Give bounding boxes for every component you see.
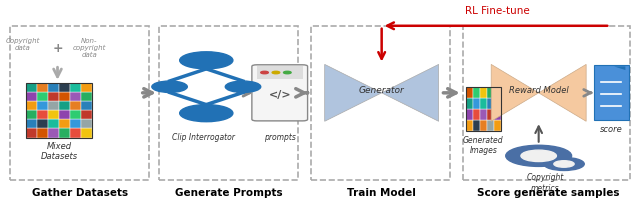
FancyBboxPatch shape	[473, 98, 480, 109]
FancyBboxPatch shape	[59, 83, 70, 92]
FancyBboxPatch shape	[70, 83, 81, 92]
Circle shape	[180, 105, 233, 122]
FancyBboxPatch shape	[48, 119, 59, 128]
FancyBboxPatch shape	[70, 119, 81, 128]
FancyBboxPatch shape	[70, 92, 81, 101]
FancyBboxPatch shape	[37, 119, 48, 128]
FancyBboxPatch shape	[480, 120, 487, 131]
FancyBboxPatch shape	[70, 128, 81, 138]
FancyBboxPatch shape	[81, 119, 92, 128]
FancyBboxPatch shape	[26, 110, 37, 119]
Polygon shape	[491, 64, 539, 121]
Circle shape	[152, 81, 188, 92]
FancyBboxPatch shape	[81, 83, 92, 92]
FancyBboxPatch shape	[480, 87, 487, 98]
Circle shape	[180, 52, 233, 69]
FancyBboxPatch shape	[37, 110, 48, 119]
FancyBboxPatch shape	[81, 101, 92, 110]
Text: Clip Interrogator: Clip Interrogator	[172, 133, 235, 143]
Text: RL Fine-tune: RL Fine-tune	[465, 6, 530, 16]
Text: Reward Model: Reward Model	[509, 86, 568, 95]
Text: Generate Prompts: Generate Prompts	[175, 188, 282, 198]
FancyBboxPatch shape	[26, 101, 37, 110]
Text: Mixed
Datasets: Mixed Datasets	[41, 142, 78, 161]
FancyBboxPatch shape	[466, 87, 473, 98]
FancyBboxPatch shape	[59, 128, 70, 138]
FancyBboxPatch shape	[466, 98, 473, 109]
FancyBboxPatch shape	[493, 87, 500, 98]
Text: Generator: Generator	[359, 86, 404, 95]
FancyBboxPatch shape	[487, 98, 493, 109]
FancyBboxPatch shape	[70, 101, 81, 110]
Circle shape	[544, 157, 584, 171]
FancyBboxPatch shape	[59, 119, 70, 128]
Text: Non-
copyright
data: Non- copyright data	[72, 38, 106, 58]
FancyBboxPatch shape	[37, 92, 48, 101]
FancyBboxPatch shape	[26, 83, 37, 92]
Text: +: +	[52, 42, 63, 55]
FancyBboxPatch shape	[81, 92, 92, 101]
FancyBboxPatch shape	[487, 87, 493, 98]
Polygon shape	[324, 64, 381, 121]
Circle shape	[284, 71, 291, 74]
FancyBboxPatch shape	[37, 101, 48, 110]
Text: prompts: prompts	[264, 133, 296, 143]
FancyBboxPatch shape	[473, 87, 480, 98]
Polygon shape	[381, 64, 438, 121]
FancyBboxPatch shape	[257, 66, 303, 79]
Text: Copyright
data: Copyright data	[6, 38, 40, 51]
FancyBboxPatch shape	[594, 65, 628, 120]
FancyBboxPatch shape	[473, 109, 480, 120]
FancyBboxPatch shape	[473, 120, 480, 131]
Circle shape	[260, 71, 268, 74]
Text: Train Model: Train Model	[348, 188, 416, 198]
FancyBboxPatch shape	[81, 128, 92, 138]
Circle shape	[506, 145, 572, 166]
FancyBboxPatch shape	[487, 109, 493, 120]
FancyBboxPatch shape	[48, 110, 59, 119]
FancyBboxPatch shape	[487, 120, 493, 131]
FancyBboxPatch shape	[493, 120, 500, 131]
FancyBboxPatch shape	[59, 110, 70, 119]
FancyBboxPatch shape	[37, 128, 48, 138]
Circle shape	[554, 161, 574, 167]
Circle shape	[225, 81, 260, 92]
Text: score: score	[600, 125, 623, 134]
FancyBboxPatch shape	[493, 109, 500, 120]
FancyBboxPatch shape	[70, 110, 81, 119]
FancyBboxPatch shape	[48, 101, 59, 110]
FancyBboxPatch shape	[466, 109, 473, 120]
Circle shape	[521, 150, 556, 162]
FancyBboxPatch shape	[48, 83, 59, 92]
Text: Gather Datasets: Gather Datasets	[31, 188, 128, 198]
Text: Copyright
metrics: Copyright metrics	[526, 173, 564, 193]
FancyBboxPatch shape	[48, 92, 59, 101]
Text: Generated
Images: Generated Images	[463, 136, 504, 155]
FancyBboxPatch shape	[81, 110, 92, 119]
FancyBboxPatch shape	[48, 128, 59, 138]
FancyBboxPatch shape	[26, 128, 37, 138]
Polygon shape	[614, 66, 625, 70]
FancyBboxPatch shape	[59, 92, 70, 101]
FancyBboxPatch shape	[59, 101, 70, 110]
FancyBboxPatch shape	[26, 92, 37, 101]
FancyBboxPatch shape	[466, 120, 473, 131]
FancyBboxPatch shape	[480, 109, 487, 120]
Polygon shape	[539, 64, 586, 121]
Circle shape	[272, 71, 280, 74]
FancyBboxPatch shape	[26, 119, 37, 128]
FancyBboxPatch shape	[493, 98, 500, 109]
FancyBboxPatch shape	[252, 65, 308, 121]
FancyBboxPatch shape	[480, 98, 487, 109]
Text: Score generate samples: Score generate samples	[477, 188, 620, 198]
FancyBboxPatch shape	[37, 83, 48, 92]
Text: </>: </>	[268, 90, 291, 100]
